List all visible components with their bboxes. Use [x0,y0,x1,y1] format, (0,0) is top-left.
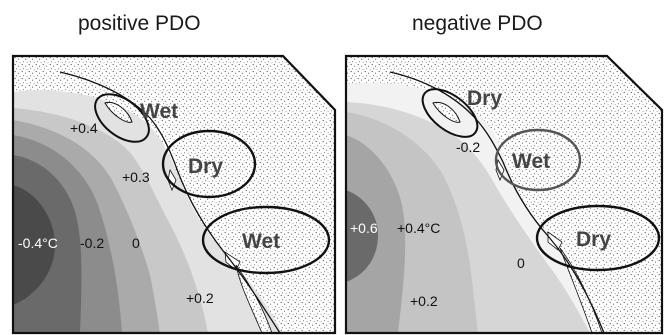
zone-label: Dry [188,155,223,178]
zone-label: Wet [512,150,550,173]
map-panel-negative-pdo: Dry Wet Dry -0.2 +0.6 +0.4°C 0 +0.2 [344,54,664,335]
dry-region-outline-1 [421,88,479,138]
island [104,101,133,123]
peninsula [235,264,273,333]
peninsula [559,247,603,333]
anomaly-label: +0.2 [410,293,438,309]
island [432,101,461,123]
zone-label: Wet [242,230,280,253]
panel-title-positive-pdo: positive PDO [78,12,201,35]
anomaly-label: +0.4°C [397,220,440,236]
anomaly-label: +0.4 [70,120,98,136]
wet-region-outline-2 [201,205,331,275]
anomaly-label: -0.2 [456,139,480,155]
ocean-zone-negative-4 [346,190,378,282]
panel-title-negative-pdo: negative PDO [412,12,543,35]
anomaly-label: 0 [517,255,525,271]
anomaly-label: +0.2 [186,290,214,306]
coastline [389,71,605,334]
zone-label: Dry [467,87,502,110]
map-panel-positive-pdo: Wet Dry Wet +0.4 +0.3 -0.4°C -0.2 0 +0.2 [11,54,337,335]
map-frame [344,54,664,335]
coastline [59,71,281,334]
anomaly-label: -0.4°C [18,235,58,251]
zone-label: Wet [140,100,178,123]
dry-region-outline-2 [535,204,661,272]
zone-label: Dry [576,228,611,251]
wet-region-outline-1 [94,93,150,143]
ocean-zone-positive-5 [13,185,55,305]
map-frame [11,54,337,335]
wet-region-outline [494,128,582,192]
anomaly-label: 0 [132,235,140,251]
dry-region-outline [161,129,257,199]
anomaly-label: +0.6 [350,220,378,236]
coast-inlet [547,231,563,251]
anomaly-label: -0.2 [80,235,104,251]
anomaly-label: +0.3 [122,169,150,185]
